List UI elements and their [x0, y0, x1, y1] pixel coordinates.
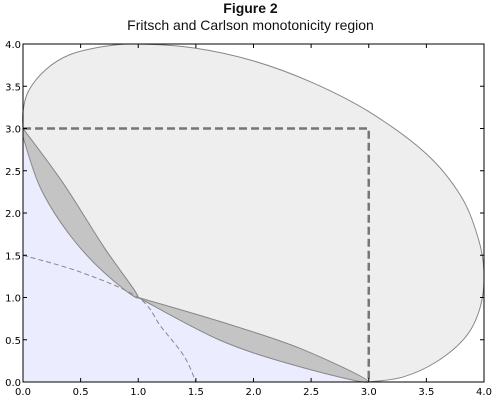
x-tick-label: 2.5	[303, 387, 319, 398]
y-tick-label: 3.0	[5, 125, 21, 136]
dashed-bound-line	[23, 127, 370, 382]
x-tick-label: 2.0	[246, 387, 262, 398]
y-tick-label: 2.5	[5, 167, 21, 178]
y-tick-label: 0.5	[5, 336, 21, 347]
region-lens-3	[22, 126, 139, 299]
region-polygon-1	[23, 128, 369, 382]
chart-title: Fritsch and Carlson monotonicity region	[127, 17, 374, 33]
figure-label: Figure 2	[223, 0, 278, 16]
x-tick-label: 0.0	[15, 387, 31, 398]
y-tick-label: 0.0	[5, 378, 21, 389]
x-tick-label: 3.0	[361, 387, 377, 398]
x-tick-label: 4.0	[476, 387, 492, 398]
dashed-curve-line	[22, 254, 197, 383]
x-tick-label: 1.5	[188, 387, 204, 398]
x-tick-label: 3.5	[418, 387, 434, 398]
ticks-layer: 0.0 0.5 1.0 1.5 2.0 2.5 3.0 3.5 4.0 0.0 0.5 1.0 1.5 2…	[5, 40, 492, 398]
y-tick-label: 4.0	[5, 40, 21, 51]
y-tick-label: 1.5	[5, 251, 21, 262]
y-tick-label: 2.0	[5, 209, 21, 220]
y-tick-label: 1.0	[5, 294, 21, 305]
x-tick-label: 1.0	[130, 387, 146, 398]
x-tick-label: 0.5	[73, 387, 89, 398]
regions-layer	[22, 43, 485, 383]
y-tick-label: 3.5	[5, 82, 21, 93]
lines-layer	[22, 127, 370, 383]
